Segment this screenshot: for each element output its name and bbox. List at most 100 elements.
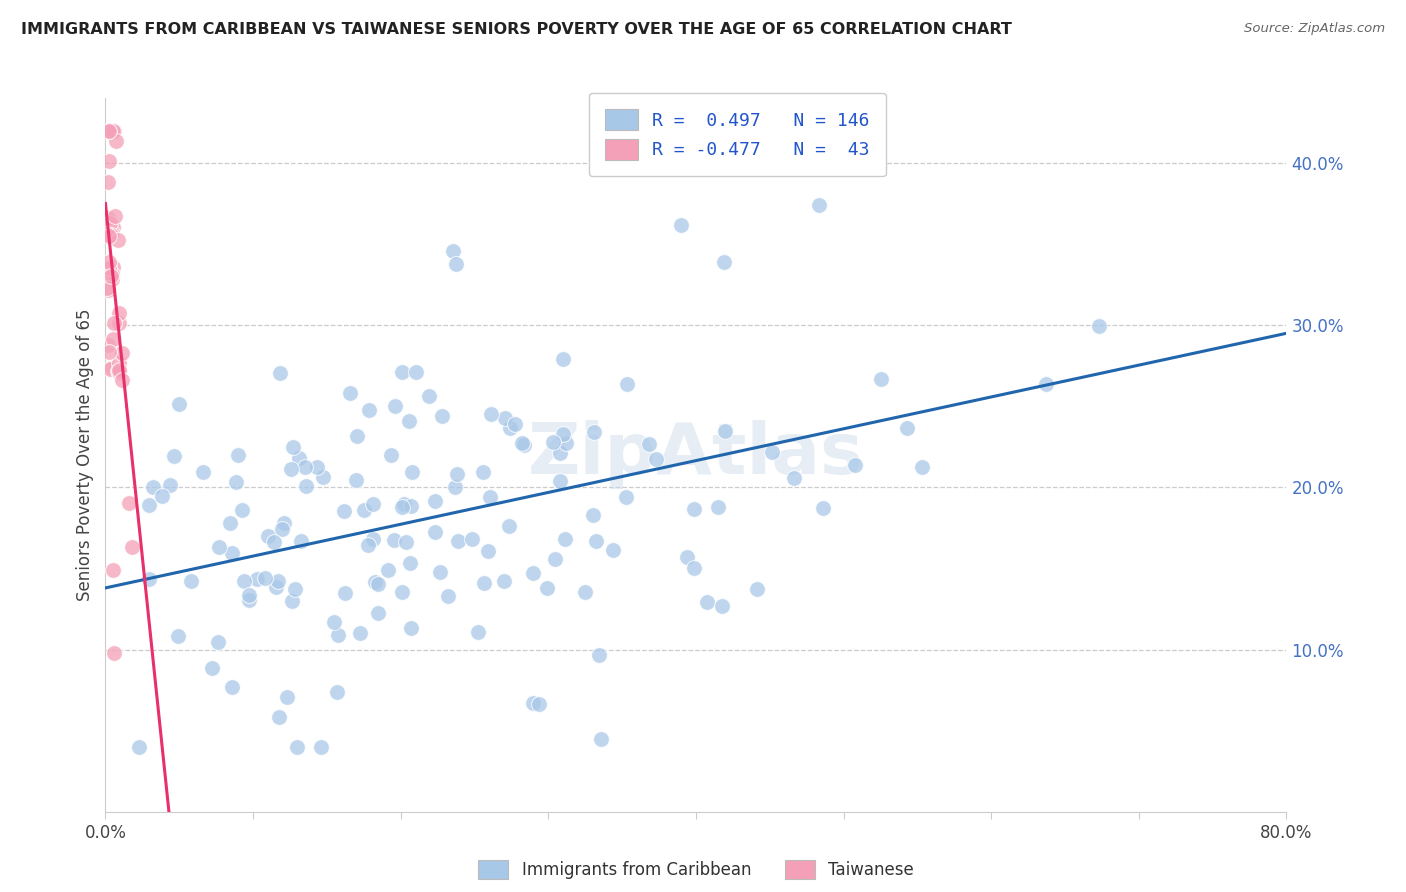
- Immigrants from Caribbean: [418, 389, 440, 403]
- Immigrants from Caribbean: [254, 571, 277, 585]
- Immigrants from Caribbean: [367, 606, 389, 620]
- Taiwanese: [97, 283, 120, 297]
- Taiwanese: [98, 227, 121, 241]
- Immigrants from Caribbean: [432, 409, 454, 424]
- Immigrants from Caribbean: [238, 588, 260, 602]
- Immigrants from Caribbean: [246, 572, 269, 586]
- Taiwanese: [121, 540, 143, 554]
- Taiwanese: [97, 123, 120, 137]
- Taiwanese: [96, 227, 118, 241]
- Immigrants from Caribbean: [548, 446, 571, 460]
- Taiwanese: [97, 211, 120, 226]
- Immigrants from Caribbean: [357, 538, 380, 552]
- Immigrants from Caribbean: [294, 459, 316, 474]
- Immigrants from Caribbean: [398, 414, 420, 428]
- Taiwanese: [98, 362, 121, 376]
- Immigrants from Caribbean: [477, 544, 499, 558]
- Immigrants from Caribbean: [346, 429, 368, 443]
- Immigrants from Caribbean: [191, 465, 214, 479]
- Taiwanese: [98, 216, 121, 230]
- Immigrants from Caribbean: [602, 543, 624, 558]
- Immigrants from Caribbean: [481, 407, 503, 421]
- Immigrants from Caribbean: [1035, 376, 1057, 391]
- Immigrants from Caribbean: [276, 690, 298, 705]
- Immigrants from Caribbean: [548, 474, 571, 488]
- Immigrants from Caribbean: [510, 435, 533, 450]
- Taiwanese: [101, 267, 124, 281]
- Immigrants from Caribbean: [231, 503, 253, 517]
- Taiwanese: [107, 234, 129, 248]
- Immigrants from Caribbean: [478, 490, 501, 504]
- Immigrants from Caribbean: [280, 462, 302, 476]
- Taiwanese: [103, 260, 125, 274]
- Immigrants from Caribbean: [391, 365, 413, 379]
- Immigrants from Caribbean: [398, 556, 420, 570]
- Taiwanese: [118, 496, 141, 510]
- Immigrants from Caribbean: [401, 465, 423, 479]
- Immigrants from Caribbean: [339, 386, 361, 401]
- Y-axis label: Seniors Poverty Over the Age of 65: Seniors Poverty Over the Age of 65: [76, 309, 94, 601]
- Immigrants from Caribbean: [283, 440, 305, 454]
- Immigrants from Caribbean: [359, 403, 381, 417]
- Immigrants from Caribbean: [180, 574, 202, 588]
- Taiwanese: [100, 268, 122, 283]
- Immigrants from Caribbean: [238, 593, 260, 607]
- Immigrants from Caribbean: [332, 504, 354, 518]
- Immigrants from Caribbean: [335, 586, 357, 600]
- Immigrants from Caribbean: [443, 480, 465, 494]
- Immigrants from Caribbean: [669, 218, 692, 232]
- Taiwanese: [103, 123, 125, 137]
- Immigrants from Caribbean: [391, 500, 413, 514]
- Immigrants from Caribbean: [446, 257, 468, 271]
- Taiwanese: [108, 356, 131, 370]
- Immigrants from Caribbean: [747, 582, 769, 596]
- Immigrants from Caribbean: [307, 460, 329, 475]
- Immigrants from Caribbean: [391, 585, 413, 599]
- Immigrants from Caribbean: [384, 399, 406, 413]
- Taiwanese: [107, 364, 129, 378]
- Immigrants from Caribbean: [494, 574, 516, 589]
- Immigrants from Caribbean: [287, 451, 309, 466]
- Immigrants from Caribbean: [257, 529, 280, 543]
- Immigrants from Caribbean: [312, 469, 335, 483]
- Immigrants from Caribbean: [361, 532, 384, 546]
- Immigrants from Caribbean: [614, 490, 637, 504]
- Immigrants from Caribbean: [696, 594, 718, 608]
- Immigrants from Caribbean: [911, 459, 934, 474]
- Immigrants from Caribbean: [472, 576, 495, 591]
- Immigrants from Caribbean: [225, 475, 247, 490]
- Immigrants from Caribbean: [271, 522, 294, 536]
- Taiwanese: [101, 123, 124, 137]
- Taiwanese: [98, 123, 121, 137]
- Immigrants from Caribbean: [281, 593, 304, 607]
- Immigrants from Caribbean: [266, 580, 288, 594]
- Immigrants from Caribbean: [162, 449, 184, 463]
- Immigrants from Caribbean: [263, 535, 285, 549]
- Immigrants from Caribbean: [512, 438, 534, 452]
- Taiwanese: [101, 219, 124, 234]
- Immigrants from Caribbean: [870, 372, 893, 386]
- Immigrants from Caribbean: [326, 628, 349, 642]
- Immigrants from Caribbean: [783, 471, 806, 485]
- Immigrants from Caribbean: [536, 582, 558, 596]
- Immigrants from Caribbean: [326, 684, 349, 698]
- Immigrants from Caribbean: [423, 524, 446, 539]
- Text: IMMIGRANTS FROM CARIBBEAN VS TAIWANESE SENIORS POVERTY OVER THE AGE OF 65 CORREL: IMMIGRANTS FROM CARIBBEAN VS TAIWANESE S…: [21, 22, 1012, 37]
- Taiwanese: [97, 153, 120, 168]
- Immigrants from Caribbean: [395, 535, 418, 549]
- Immigrants from Caribbean: [707, 500, 730, 515]
- Immigrants from Caribbean: [423, 494, 446, 508]
- Immigrants from Caribbean: [807, 198, 830, 212]
- Immigrants from Caribbean: [896, 420, 918, 434]
- Immigrants from Caribbean: [349, 625, 371, 640]
- Immigrants from Caribbean: [676, 549, 699, 564]
- Taiwanese: [104, 210, 127, 224]
- Immigrants from Caribbean: [377, 563, 399, 577]
- Immigrants from Caribbean: [543, 435, 565, 450]
- Taiwanese: [101, 272, 124, 286]
- Immigrants from Caribbean: [208, 541, 231, 555]
- Immigrants from Caribbean: [498, 519, 520, 533]
- Immigrants from Caribbean: [201, 660, 224, 674]
- Taiwanese: [101, 226, 124, 240]
- Immigrants from Caribbean: [441, 244, 464, 259]
